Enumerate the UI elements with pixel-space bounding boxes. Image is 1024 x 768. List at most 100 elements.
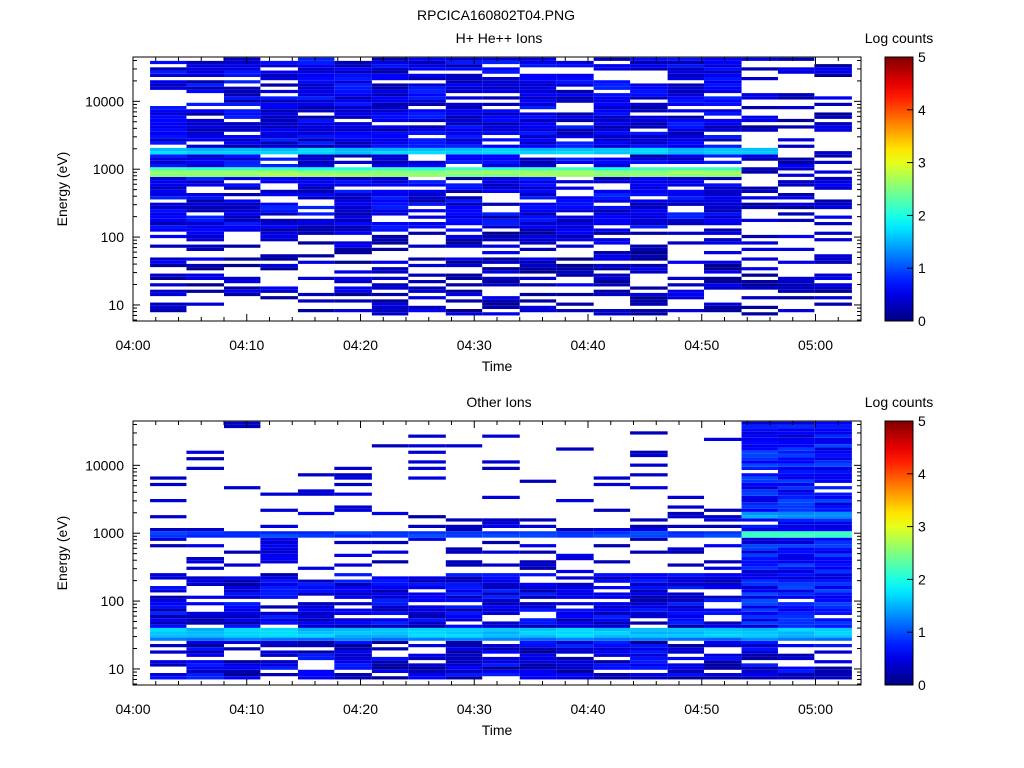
heatmap-cells (150, 421, 852, 680)
x-tick-label: 04:30 (457, 701, 492, 717)
heatmap-cell (814, 618, 852, 622)
heatmap-cell (556, 447, 594, 451)
heatmap-cell (186, 267, 224, 271)
heatmap-cell (482, 624, 520, 628)
heatmap-cell (224, 125, 261, 129)
heatmap-cell (482, 627, 520, 632)
heatmap-cell (593, 105, 631, 110)
heatmap-cell (260, 576, 298, 580)
heatmap-cell (150, 534, 187, 538)
heatmap-cell (371, 666, 409, 670)
heatmap-cell (741, 631, 778, 635)
x-tick-label: 04:20 (343, 701, 378, 717)
heatmap-cell (150, 660, 187, 664)
heatmap-cell (408, 164, 446, 168)
heatmap-cell (556, 73, 594, 77)
heatmap-cell (371, 550, 409, 554)
heatmap-cell (150, 637, 187, 641)
heatmap-cell (445, 157, 483, 161)
heatmap-cell (630, 199, 668, 203)
heatmap-cell (371, 247, 409, 252)
heatmap-cell (482, 89, 520, 94)
heatmap-cell (224, 157, 261, 161)
heatmap-cell (519, 660, 557, 664)
heatmap-cell (408, 637, 446, 641)
heatmap-cell (593, 241, 631, 245)
heatmap-cell (150, 537, 187, 541)
heatmap-cell (445, 125, 483, 129)
heatmap-cell (482, 125, 520, 129)
heatmap-cell (519, 263, 557, 268)
heatmap-cell (445, 640, 483, 645)
heatmap-cell (630, 154, 668, 158)
heatmap-cell (371, 76, 409, 81)
heatmap-cell (445, 222, 483, 226)
heatmap-cell (260, 193, 298, 197)
heatmap-cell (445, 209, 483, 213)
heatmap-cell (593, 276, 631, 281)
heatmap-cell (334, 138, 372, 142)
heatmap-cell (186, 634, 224, 638)
heatmap-cell (741, 557, 778, 561)
heatmap-cell (445, 531, 483, 535)
heatmap-cell (630, 450, 668, 454)
heatmap-cell (482, 267, 520, 271)
heatmap-cell (260, 660, 298, 664)
heatmap-cell (630, 296, 668, 300)
heatmap-cell (224, 582, 261, 587)
heatmap-cell (371, 202, 409, 206)
heatmap-cell (777, 283, 815, 287)
heatmap-cell (224, 621, 261, 625)
heatmap-cell (519, 125, 557, 129)
heatmap-cell (334, 83, 372, 87)
heatmap-cell (593, 544, 631, 548)
heatmap-cell (814, 511, 852, 516)
heatmap-cell (556, 569, 594, 574)
heatmap-cell (150, 80, 187, 84)
heatmap-cell (704, 154, 742, 158)
heatmap-cell (408, 83, 446, 87)
heatmap-cell (371, 579, 409, 583)
heatmap-cell (667, 309, 705, 313)
heatmap-cell (519, 99, 557, 103)
heatmap-cell (408, 196, 446, 200)
heatmap-cell (260, 105, 298, 110)
heatmap-cell (260, 267, 298, 271)
heatmap-cell (445, 199, 483, 203)
heatmap-cell (408, 231, 446, 235)
heatmap-cell (593, 115, 631, 119)
heatmap-cell (408, 611, 446, 616)
heatmap-cell (186, 144, 224, 148)
heatmap-cell (593, 573, 631, 577)
x-tick-label: 04:40 (570, 701, 605, 717)
heatmap-cell (777, 160, 815, 165)
heatmap-cell (814, 605, 852, 609)
heatmap-cell (334, 540, 372, 545)
heatmap-cell (741, 547, 778, 551)
heatmap-cell (371, 660, 409, 664)
heatmap-cell (371, 511, 409, 516)
heatmap-cell (482, 167, 520, 171)
heatmap-cell (334, 656, 372, 661)
heatmap-cell (741, 147, 778, 152)
heatmap-cell (445, 618, 483, 622)
heatmap-cell (704, 515, 742, 519)
heatmap-cell (593, 263, 631, 268)
heatmap-cell (630, 292, 668, 297)
heatmap-cell (297, 154, 335, 158)
heatmap-cell (593, 164, 631, 168)
heatmap-cell (186, 135, 224, 139)
heatmap-cell (297, 64, 335, 68)
heatmap-cell (630, 647, 668, 651)
heatmap-cell (704, 125, 742, 129)
heatmap-cell (150, 289, 187, 293)
heatmap-cell (704, 73, 742, 77)
heatmap-cell (408, 534, 446, 538)
heatmap-cell (408, 160, 446, 165)
heatmap-cell (814, 479, 852, 483)
heatmap-cell (297, 76, 335, 81)
heatmap-cell (777, 511, 815, 516)
heatmap-cell (814, 669, 852, 674)
heatmap-cell (371, 96, 409, 100)
heatmap-cell (593, 222, 631, 226)
